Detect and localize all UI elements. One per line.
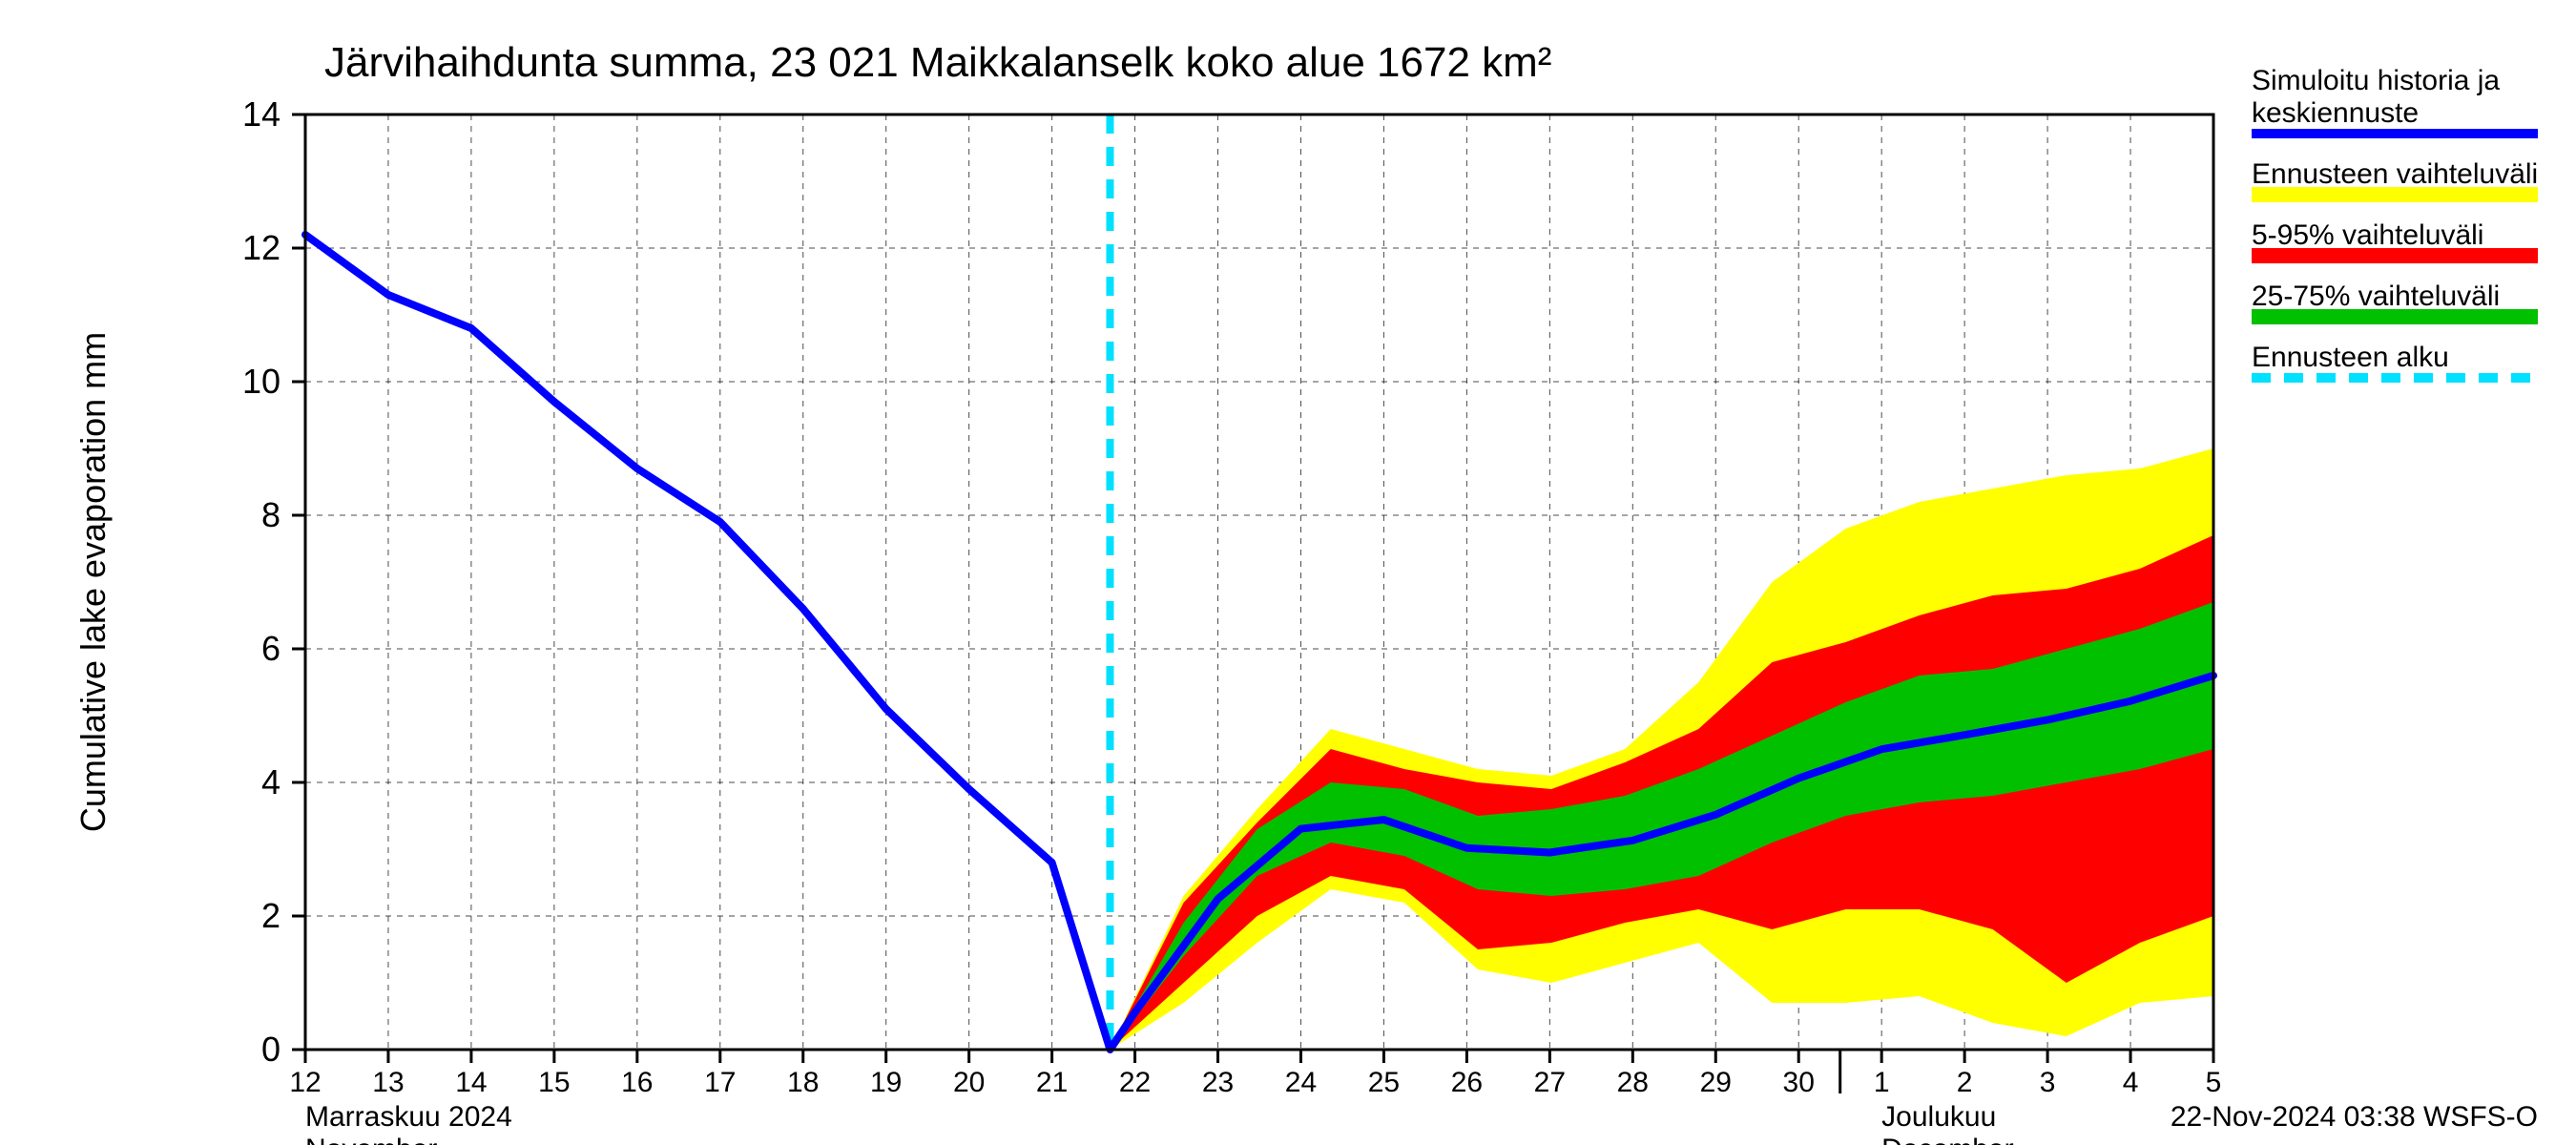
y-tick-label: 14 [242, 94, 280, 134]
y-tick-label: 2 [261, 896, 280, 935]
x-tick-label: 5 [2206, 1067, 2222, 1098]
x-tick-label: 17 [704, 1067, 736, 1098]
y-tick-label: 4 [261, 762, 280, 802]
x-tick-label: 3 [2040, 1067, 2056, 1098]
legend-swatch [2252, 248, 2538, 263]
x-tick-label: 29 [1700, 1067, 1732, 1098]
legend-label: Ennusteen alku [2252, 342, 2449, 373]
x-tick-label: 28 [1617, 1067, 1649, 1098]
legend-label: Simuloitu historia ja [2252, 65, 2500, 96]
month-label-en: November [305, 1134, 437, 1145]
chart-svg: 0246810121412131415161718192021222324252… [0, 0, 2576, 1145]
x-tick-label: 25 [1368, 1067, 1400, 1098]
x-tick-label: 16 [621, 1067, 653, 1098]
month-label-fi: Marraskuu 2024 [305, 1101, 512, 1133]
legend-label: 25-75% vaihteluväli [2252, 281, 2500, 312]
x-tick-label: 15 [538, 1067, 570, 1098]
x-tick-label: 20 [953, 1067, 985, 1098]
x-tick-label: 23 [1202, 1067, 1234, 1098]
x-tick-label: 21 [1036, 1067, 1068, 1098]
y-tick-label: 0 [261, 1030, 280, 1069]
x-tick-label: 2 [1957, 1067, 1973, 1098]
footer-text: 22-Nov-2024 03:38 WSFS-O [2171, 1101, 2538, 1133]
y-tick-label: 6 [261, 629, 280, 668]
x-tick-label: 27 [1534, 1067, 1566, 1098]
x-tick-label: 12 [289, 1067, 321, 1098]
x-tick-label: 19 [870, 1067, 902, 1098]
x-tick-label: 26 [1451, 1067, 1483, 1098]
x-tick-label: 30 [1783, 1067, 1815, 1098]
legend-label: Ennusteen vaihteluväli [2252, 158, 2538, 190]
legend-swatch [2252, 309, 2538, 324]
legend-swatch [2252, 187, 2538, 202]
y-tick-label: 10 [242, 362, 280, 401]
y-tick-label: 8 [261, 495, 280, 534]
x-tick-label: 14 [455, 1067, 487, 1098]
x-tick-label: 22 [1119, 1067, 1151, 1098]
month-label-en: December [1881, 1134, 2013, 1145]
x-tick-label: 24 [1285, 1067, 1317, 1098]
y-tick-label: 12 [242, 228, 280, 267]
x-tick-label: 13 [372, 1067, 404, 1098]
x-tick-label: 4 [2123, 1067, 2139, 1098]
x-tick-label: 18 [787, 1067, 819, 1098]
legend-label: keskiennuste [2252, 97, 2419, 129]
chart-container: 0246810121412131415161718192021222324252… [0, 0, 2576, 1145]
month-label-fi: Joulukuu [1881, 1101, 1996, 1133]
chart-title: Järvihaihdunta summa, 23 021 Maikkalanse… [324, 39, 1551, 86]
legend-label: 5-95% vaihteluväli [2252, 219, 2483, 251]
y-axis-label: Cumulative lake evaporation mm [73, 332, 113, 832]
x-tick-label: 1 [1874, 1067, 1890, 1098]
